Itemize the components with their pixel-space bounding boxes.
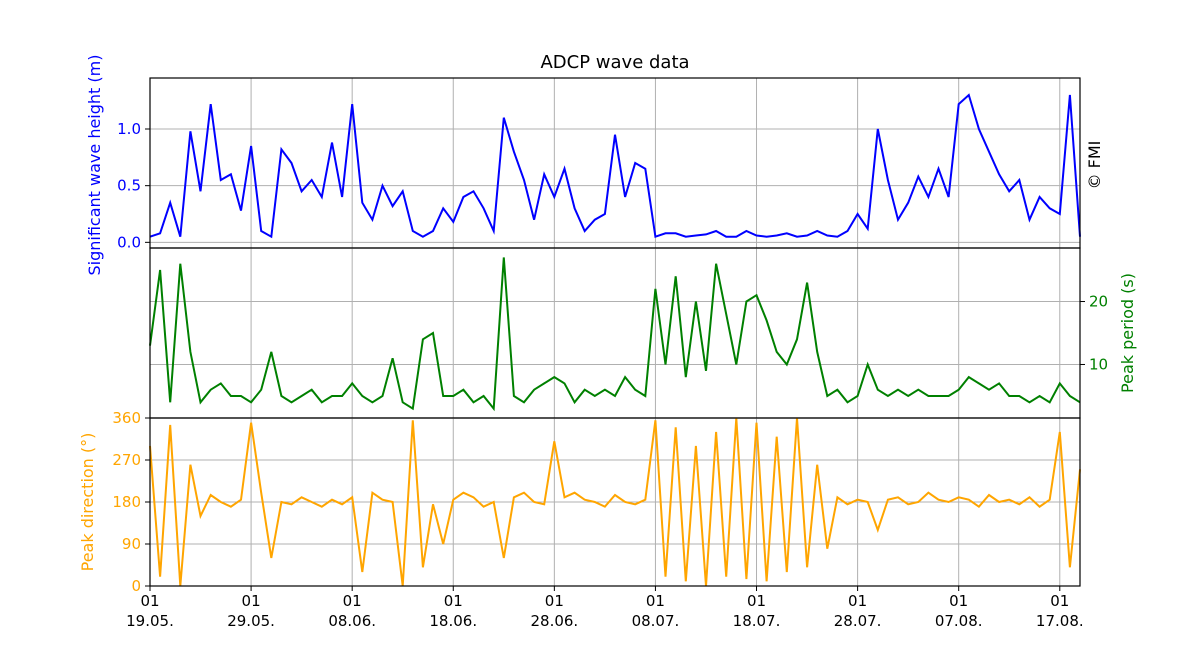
xtick-day-5: 01 bbox=[646, 592, 665, 610]
xtick-date-6: 18.07. bbox=[733, 612, 781, 630]
ytick-label-1: 0.5 bbox=[117, 177, 141, 195]
axes-frame-wave-height bbox=[149, 77, 1081, 249]
yticks-wave-height: 0.0 0.5 1.0 bbox=[117, 120, 150, 251]
yticks-peak-direction: 0 90 180 270 360 bbox=[112, 409, 150, 595]
grid-wave-height bbox=[149, 78, 1080, 248]
xtick-day-1: 01 bbox=[242, 592, 261, 610]
xtick-day-3: 01 bbox=[444, 592, 463, 610]
x-axis-ticks: 01 19.05. 01 29.05. 01 08.06. 01 18.06. 01 28.06.… bbox=[126, 586, 1084, 630]
grid-peak-period bbox=[149, 248, 1080, 418]
xtick-day-2: 01 bbox=[343, 592, 362, 610]
axes-frame-peak-period bbox=[149, 247, 1081, 419]
xtick-date-3: 18.06. bbox=[429, 612, 477, 630]
xtick-day-6: 01 bbox=[747, 592, 766, 610]
yticks-peak-period: 10 20 bbox=[1080, 293, 1108, 373]
xtick-date-5: 08.07. bbox=[632, 612, 680, 630]
chart-title: ADCP wave data bbox=[540, 52, 689, 73]
series-wave-height bbox=[149, 93, 1081, 239]
xtick-date-4: 28.06. bbox=[530, 612, 578, 630]
xtick-date-9: 17.08. bbox=[1036, 612, 1084, 630]
ytick-label-4: 360 bbox=[112, 409, 141, 427]
xtick-day-4: 01 bbox=[545, 592, 564, 610]
ylabel-peak-direction: Peak direction (°) bbox=[78, 433, 97, 572]
ytick-label-1: 90 bbox=[122, 535, 141, 553]
ylabel-peak-period: Peak period (s) bbox=[1118, 273, 1137, 393]
xtick-day-9: 01 bbox=[1050, 592, 1069, 610]
grid-peak-direction bbox=[149, 417, 1080, 587]
xtick-date-2: 08.06. bbox=[328, 612, 376, 630]
xtick-date-7: 28.07. bbox=[834, 612, 882, 630]
xtick-date-1: 29.05. bbox=[227, 612, 275, 630]
ytick-label-0: 10 bbox=[1089, 355, 1108, 373]
panel-peak-period: 10 20 Peak period (s) bbox=[149, 247, 1137, 419]
xtick-day-8: 01 bbox=[949, 592, 968, 610]
xtick-date-8: 07.08. bbox=[935, 612, 983, 630]
axes-frame-peak-direction bbox=[149, 417, 1081, 587]
ytick-label-3: 270 bbox=[112, 451, 141, 469]
series-peak-direction bbox=[149, 417, 1081, 587]
ylabel-wave-height: Significant wave height (m) bbox=[85, 55, 104, 276]
panel-wave-height: 0.0 0.5 1.0 Significant wave height (m) © … bbox=[85, 55, 1104, 276]
xtick-day-0: 01 bbox=[140, 592, 159, 610]
ytick-label-0: 0.0 bbox=[117, 233, 141, 251]
xtick-date-0: 19.05. bbox=[126, 612, 174, 630]
ytick-label-1: 20 bbox=[1089, 293, 1108, 311]
ytick-label-2: 1.0 bbox=[117, 120, 141, 138]
xtick-day-7: 01 bbox=[848, 592, 867, 610]
series-peak-period bbox=[149, 257, 1081, 412]
ytick-label-2: 180 bbox=[112, 493, 141, 511]
ytick-label-0: 0 bbox=[131, 577, 141, 595]
watermark-fmi: © FMI bbox=[1085, 141, 1104, 190]
panel-peak-direction: 0 90 180 270 360 Peak direction (°) bbox=[78, 409, 1081, 595]
